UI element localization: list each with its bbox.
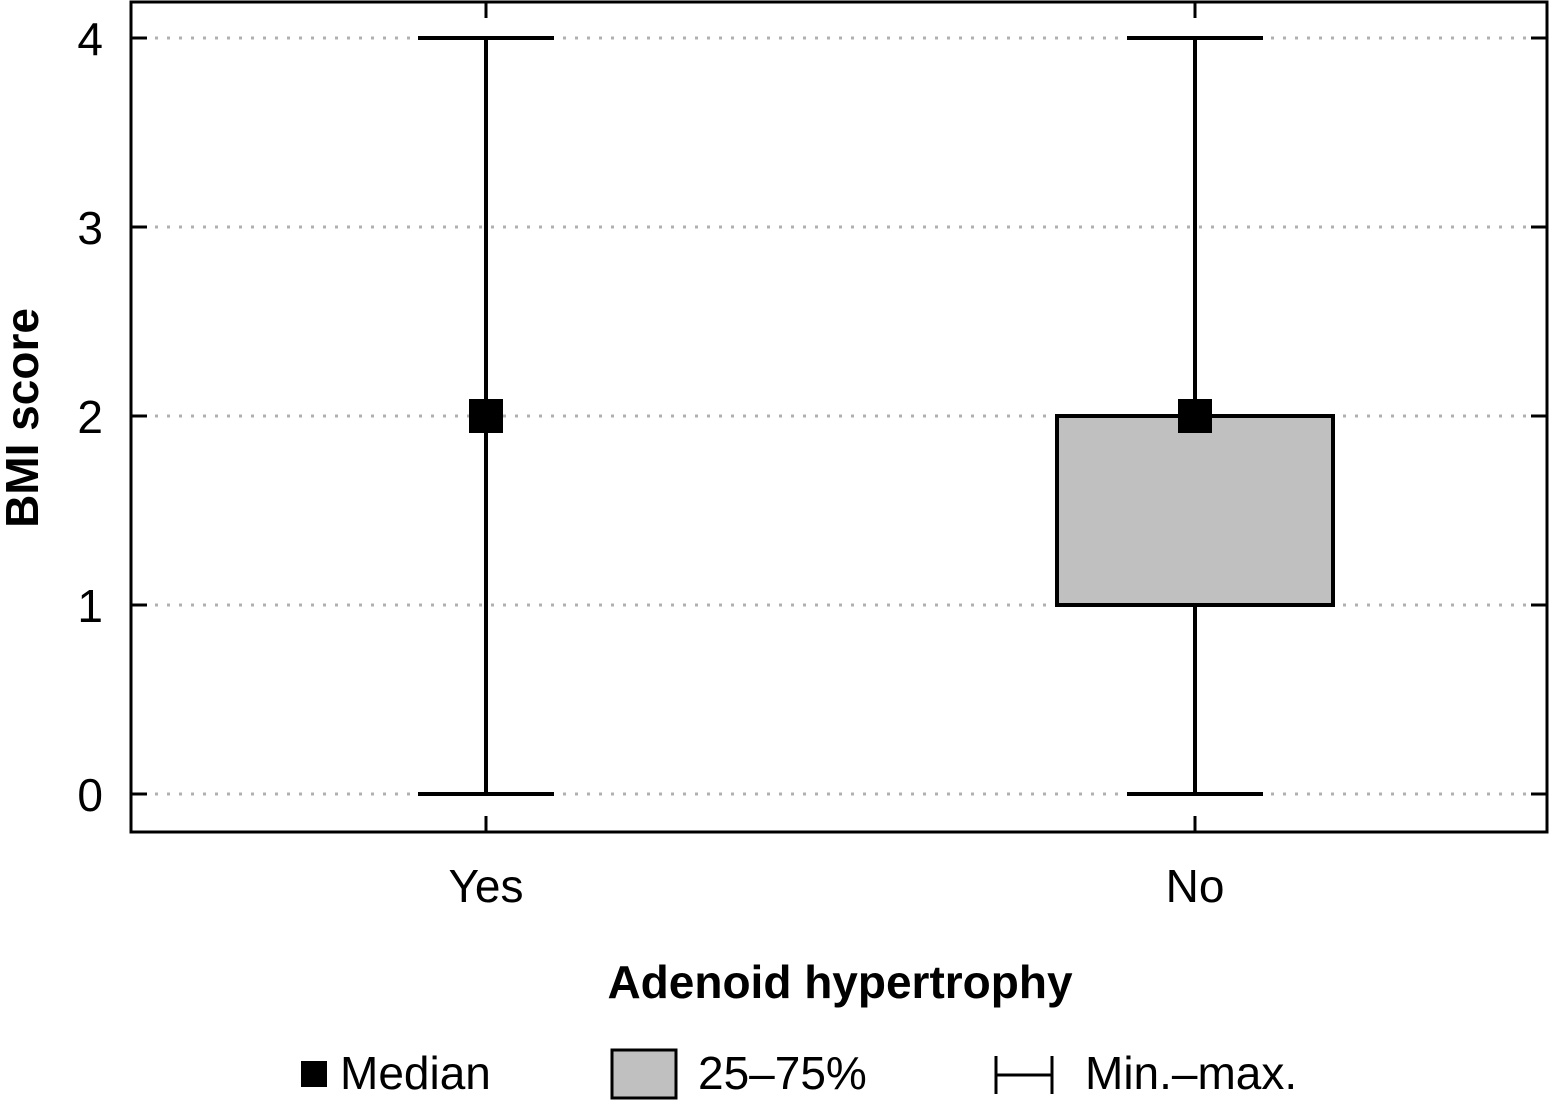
y-tick-label-4: 4 [77, 13, 103, 65]
y-tick-label-0: 0 [77, 769, 103, 821]
iqr-box-no [1055, 414, 1335, 607]
legend-median-marker [301, 1061, 327, 1087]
legend-range-label: Min.–max. [1085, 1047, 1297, 1099]
axis-ticks: 0 1 2 3 4 Yes No [77, 2, 1547, 912]
x-axis-title: Adenoid hypertrophy [607, 956, 1073, 1008]
legend-iqr-swatch [610, 1048, 678, 1100]
x-tick-label-no: No [1166, 860, 1225, 912]
legend-iqr-label: 25–75% [698, 1047, 867, 1099]
legend: Median 25–75% Min.–max. [301, 1047, 1297, 1100]
y-tick-label-3: 3 [77, 202, 103, 254]
plot-area [418, 36, 1335, 796]
box-no [1055, 36, 1335, 796]
box-yes [418, 36, 554, 796]
legend-range-marker [994, 1056, 1054, 1094]
x-tick-label-yes: Yes [448, 860, 523, 912]
median-marker-no [1178, 399, 1212, 433]
y-tick-label-2: 2 [77, 391, 103, 443]
y-tick-label-1: 1 [77, 580, 103, 632]
legend-median-label: Median [340, 1047, 491, 1099]
y-axis-title: BMI score [0, 308, 48, 528]
median-marker-yes [469, 399, 503, 433]
grid-lines [131, 36, 1547, 796]
